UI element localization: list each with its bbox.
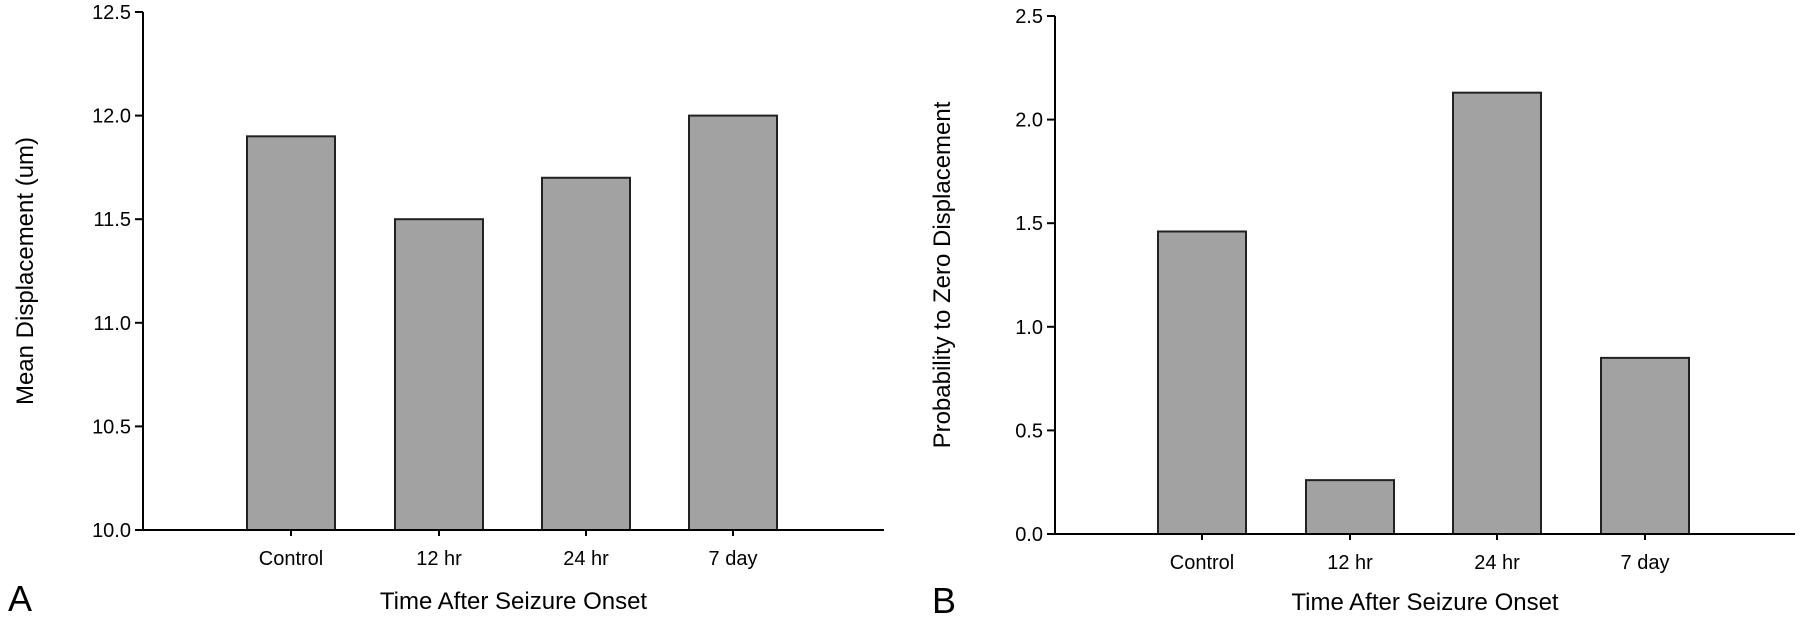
panel-a-y-tick-label-5: 12.0: [92, 106, 131, 128]
panel-a-chart: 10.0 10.5 11.0 11.5 12.0 12.5 Control 12 hr 24 h…: [8, 2, 884, 618]
panel-a-bar-1: [246, 135, 336, 531]
panel-a-bar-4: [688, 114, 778, 531]
panel-a-y-tick-label-3: 11.0: [94, 313, 131, 335]
panel-b-x-tick-label-4: 7 day: [1621, 552, 1670, 574]
panel-a-y-tick-label-6: 12.5: [92, 2, 131, 24]
panel-b-bar-2: [1305, 479, 1395, 535]
panel-a-bar-2: [394, 218, 484, 531]
panel-b-chart: 0.0 0.5 1.0 1.5 2.0 2.5 Control 12 hr 24 hr 7 day…: [929, 6, 1795, 618]
panel-b-bar-3: [1452, 91, 1542, 535]
panel-b-y-tick-label-5: 2.0: [1015, 110, 1043, 132]
panel-a-y-tick-label-4: 11.5: [94, 209, 131, 231]
panel-b-y-tick-label-6: 2.5: [1015, 6, 1043, 28]
panel-a-x-tick-label-4: 7 day: [709, 548, 758, 570]
panel-b-bar-4: [1600, 356, 1690, 535]
panel-b-x-tick-label-1: Control: [1170, 552, 1234, 574]
panel-a-y-axis-title: Mean Displacement (um): [12, 137, 39, 405]
panel-a-x-tick-label-1: Control: [259, 548, 323, 570]
panel-b-y-tick-label-3: 1.0: [1015, 317, 1043, 339]
panel-b-y-tick-label-4: 1.5: [1015, 213, 1043, 235]
panel-b-y-tick-label-1: 0.0: [1015, 524, 1043, 546]
panel-a-bar-3: [541, 176, 631, 531]
panel-a-x-axis-title: Time After Seizure Onset: [380, 588, 648, 615]
panel-a-y-tick-label-1: 10.0: [92, 520, 131, 542]
panel-b-y-axis-title: Probability to Zero Displacement: [929, 101, 956, 448]
panel-b-bar-1: [1157, 230, 1247, 535]
panel-b-x-tick-label-3: 24 hr: [1474, 552, 1520, 574]
panel-a-x-tick-label-3: 24 hr: [563, 548, 609, 570]
panel-b-x-axis-title: Time After Seizure Onset: [1291, 589, 1559, 616]
panel-a-x-tick-label-2: 12 hr: [416, 548, 462, 570]
panel-b-y-tick-label-2: 0.5: [1015, 420, 1043, 442]
panel-a-panel-label: A: [8, 578, 32, 618]
panel-b-x-tick-label-2: 12 hr: [1327, 552, 1373, 574]
panel-b-panel-label: B: [932, 580, 956, 618]
panel-a-y-tick-label-2: 10.5: [92, 416, 131, 438]
